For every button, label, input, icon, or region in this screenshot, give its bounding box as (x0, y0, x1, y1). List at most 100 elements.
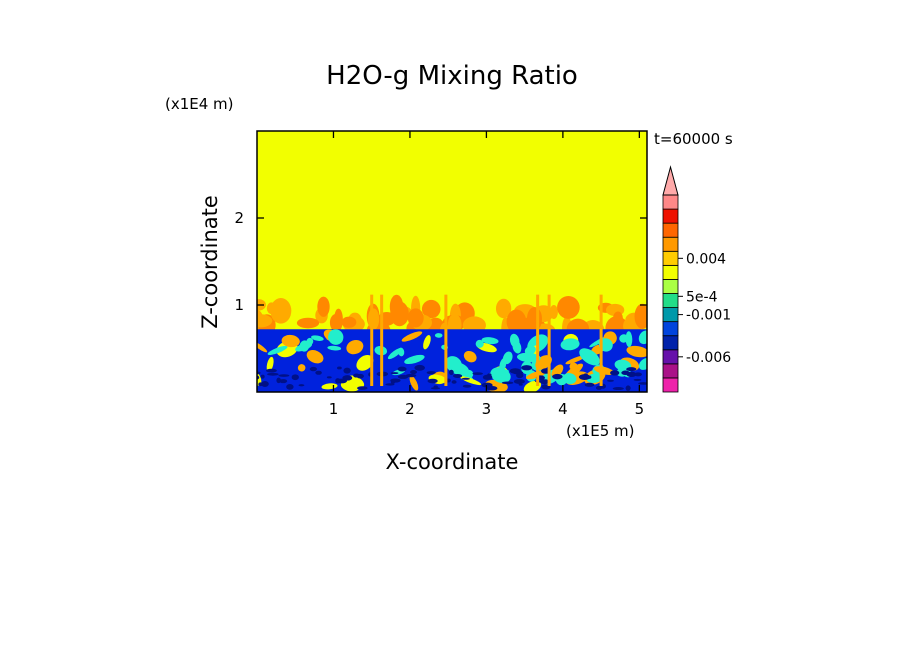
plot-frame (256, 130, 648, 393)
plume-cell (270, 298, 292, 324)
plume-cell (341, 316, 357, 328)
dry-speckle (356, 373, 364, 379)
eddy-cell (404, 354, 425, 364)
dry-speckle (513, 379, 525, 385)
dry-speckle (291, 374, 299, 381)
x-axis: 1 2 3 4 5 (329, 131, 644, 418)
dry-speckle (451, 380, 457, 384)
x-tick-label: 1 (329, 400, 339, 418)
eddy-cell (562, 373, 577, 385)
eddy-cell (509, 333, 520, 348)
colorbar-extend-arrow (662, 165, 679, 196)
dry-speckle (276, 377, 281, 384)
eddy-cell (257, 341, 268, 353)
plot-area (256, 130, 648, 393)
x-tick-label: 2 (405, 400, 415, 418)
eddy-cell (297, 364, 306, 372)
dry-speckle (260, 374, 265, 379)
plume-column (547, 294, 551, 386)
plume-cell (421, 299, 441, 319)
dry-speckle (621, 370, 630, 376)
colorbar-segment (662, 335, 679, 351)
plume-cell (495, 298, 512, 319)
dry-speckle (448, 369, 454, 376)
dry-speckle (266, 372, 279, 376)
dry-speckle (257, 371, 261, 375)
colorbar-segment (662, 236, 679, 252)
dry-speckle (397, 374, 409, 379)
plume-cell (329, 314, 342, 332)
dry-speckle (501, 381, 514, 385)
dry-speckle (279, 379, 288, 384)
plume-cell (296, 317, 320, 329)
eddy-cell (434, 333, 443, 338)
dry-speckle (309, 366, 318, 372)
dry-speckle (482, 374, 493, 380)
colorbar-segment (662, 349, 679, 365)
y-tick-label: 1 (234, 296, 244, 314)
dry-speckle (516, 372, 524, 379)
dry-speckle (298, 384, 305, 387)
eddy-cell (586, 373, 603, 384)
dry-speckle (265, 368, 277, 373)
eddy-cell (638, 330, 647, 345)
colorbar-segment (662, 279, 679, 294)
y-tick-label: 2 (234, 209, 244, 227)
plume-column (370, 294, 374, 386)
dry-speckle (509, 368, 521, 374)
dry-speckle (453, 373, 463, 378)
eddy-cell (463, 350, 477, 363)
eddy-cell (619, 334, 629, 343)
time-label: t=60000 s (654, 130, 733, 148)
x-tick-label: 4 (558, 400, 568, 418)
plume-column (380, 294, 384, 386)
eddy-cell (625, 331, 633, 348)
dry-speckle (430, 387, 441, 390)
eddy-cell (401, 331, 423, 342)
colorbar-segment (662, 321, 679, 337)
dry-speckle (625, 385, 631, 391)
eddy-cell (281, 334, 300, 348)
dry-speckle (638, 382, 647, 385)
colorbar-segment (662, 377, 679, 393)
dry-speckle (397, 366, 407, 372)
x-unit-label: (x1E5 m) (566, 422, 635, 440)
dry-speckle (610, 370, 620, 376)
dry-speckle (326, 376, 332, 379)
plume-cell (367, 308, 380, 330)
plume-column (536, 294, 540, 386)
eddy-cell (565, 355, 586, 365)
plume-column (444, 294, 448, 386)
dry-speckle (342, 375, 353, 381)
plume-cell (389, 294, 404, 319)
eddy-cell (551, 364, 564, 378)
plume-cell (506, 309, 527, 334)
colorbar-segment (662, 363, 679, 379)
plume-cell (257, 314, 273, 328)
dry-speckle (606, 379, 614, 382)
eddy-cell (346, 339, 364, 355)
dry-speckle (462, 384, 472, 388)
dry-speckle (414, 364, 425, 371)
dry-speckle (390, 372, 399, 375)
dry-speckle (405, 373, 417, 378)
dry-speckle (518, 383, 523, 386)
dry-speckle (357, 386, 368, 390)
surface-layer-top (257, 329, 647, 335)
eddy-cell (328, 329, 344, 345)
y-axis-label: Z-coordinate (198, 195, 222, 329)
eddy-cell (593, 366, 615, 375)
plume-cell (317, 296, 330, 317)
eddy-cell (481, 337, 499, 345)
dry-speckle (578, 374, 591, 380)
x-tick-label: 3 (482, 400, 492, 418)
colorbar-label: 0.004 (686, 251, 726, 267)
y-axis: 12 (234, 209, 647, 314)
colorbar: -0.006 -0.001 5e-4 0.004 (662, 165, 731, 393)
eddy-cell (356, 355, 374, 371)
colorbar-segment (662, 222, 679, 238)
dry-speckle (521, 365, 533, 371)
chart-title: H2O-g Mixing Ratio (326, 61, 578, 91)
eddy-cell (311, 335, 324, 341)
eddy-cell (409, 375, 419, 391)
